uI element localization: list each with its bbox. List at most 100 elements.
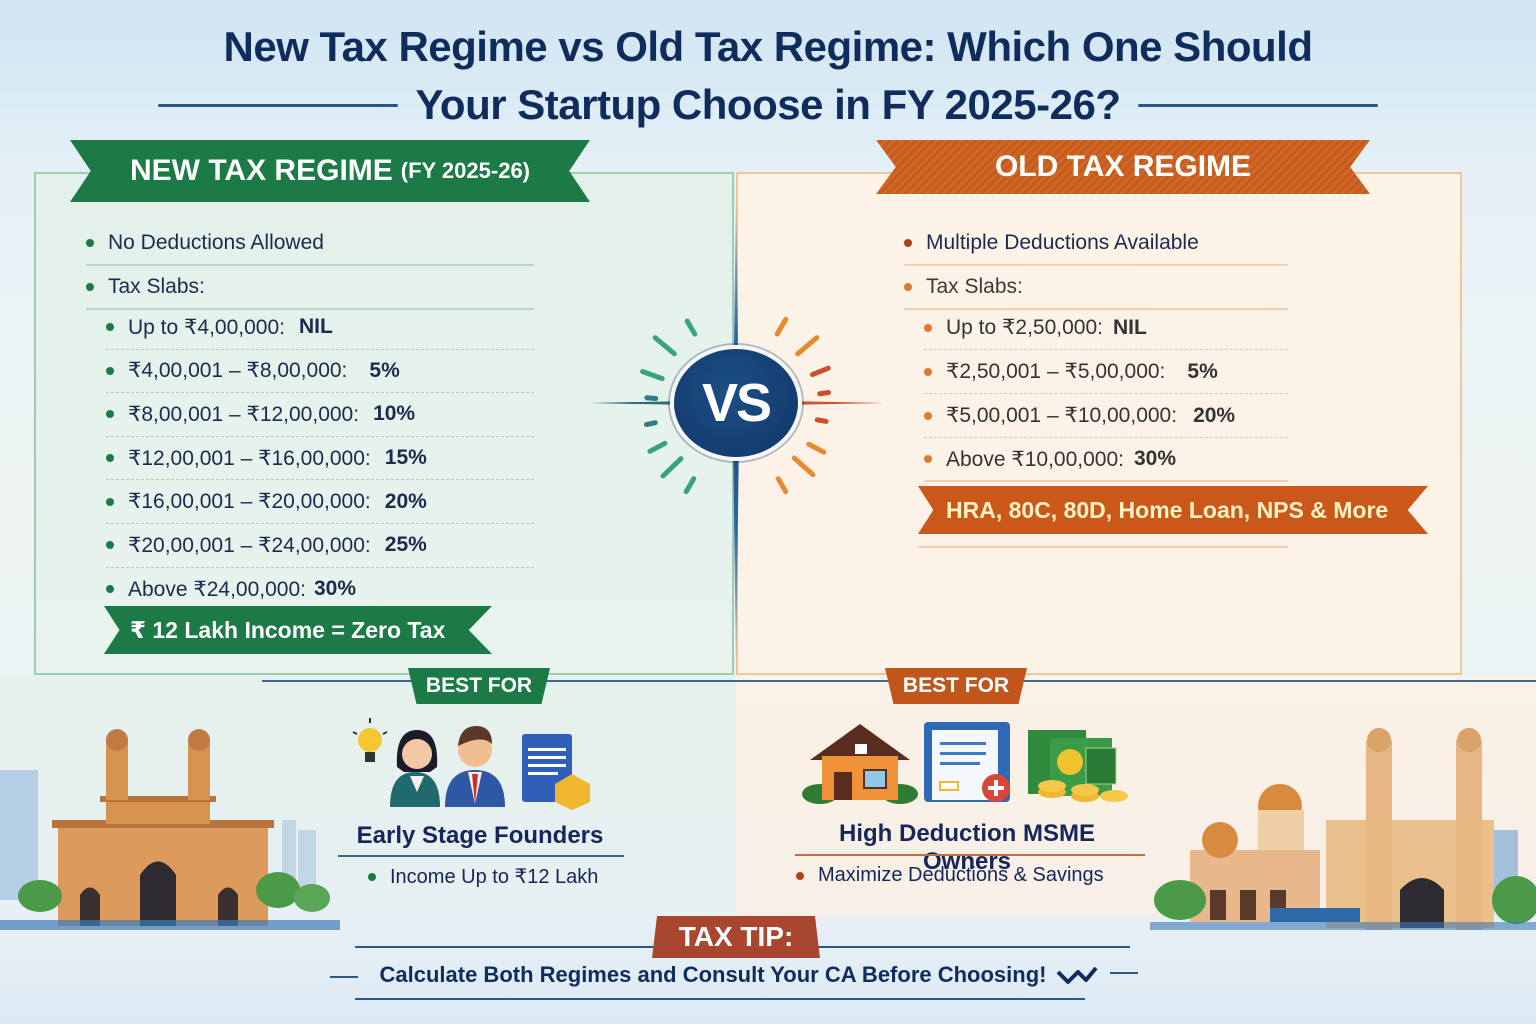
deductions-illustration — [802, 722, 1128, 804]
best-for-new-title: Early Stage Founders — [356, 822, 604, 849]
bullet-icon — [924, 411, 932, 420]
best-for-rule-right — [736, 680, 1536, 682]
slab-row: Above ₹24,00,000: 30% — [106, 568, 534, 612]
bullet-icon — [106, 323, 114, 332]
zero-tax-ribbon: ₹ 12 Lakh Income = Zero Tax — [104, 606, 492, 654]
slab-range: ₹16,00,001 – ₹20,00,000: — [128, 490, 371, 514]
list-item: No Deductions Allowed — [86, 222, 534, 266]
title-rule-right — [1138, 103, 1379, 107]
bullet-icon — [106, 585, 114, 594]
tip-dash-right — [1110, 972, 1138, 974]
bullet-icon — [924, 323, 932, 332]
divider — [918, 546, 1288, 548]
slab-rate: 30% — [1134, 447, 1177, 470]
slab-rate: 20% — [1193, 403, 1236, 427]
slab-rate: 20% — [384, 489, 427, 513]
bullet-icon — [796, 871, 804, 880]
slab-rate: 30% — [314, 577, 357, 601]
charminar-monument — [1326, 728, 1494, 930]
palace-dome-building — [1190, 784, 1320, 922]
list-item: Tax Slabs: — [904, 266, 1288, 310]
bullet-icon — [904, 283, 912, 291]
slab-range: Up to ₹4,00,000: — [128, 315, 285, 339]
bullet-icon — [86, 239, 94, 247]
bullet-icon — [904, 239, 912, 247]
slab-row: Up to ₹4,00,000: NIL — [106, 306, 534, 350]
slab-row: Above ₹10,00,000: 30% — [924, 438, 1288, 482]
new-regime-slabs: Up to ₹4,00,000: NIL ₹4,00,001 – ₹8,00,00… — [106, 306, 534, 611]
slab-row: Up to ₹2,50,000: NIL — [924, 306, 1288, 350]
house-icon — [802, 724, 918, 804]
cash-and-coins-icon — [1028, 730, 1128, 802]
best-for-new-badge: BEST FOR — [408, 668, 550, 704]
slab-rate: 5% — [1187, 359, 1218, 383]
bullet-icon — [106, 497, 114, 506]
slab-range: Above ₹10,00,000: — [946, 447, 1124, 471]
bullet-icon — [106, 410, 114, 419]
charminar-illustration — [1150, 728, 1536, 930]
best-for-old-badge: BEST FOR — [885, 668, 1027, 704]
tax-tip-text: Calculate Both Regimes and Consult Your … — [330, 962, 1150, 988]
gold-box-icon — [555, 774, 590, 810]
new-regime-title: NEW TAX REGIME — [130, 154, 393, 187]
divider — [338, 855, 624, 857]
slab-row: ₹5,00,001 – ₹10,00,000: 20% — [924, 394, 1288, 438]
male-founder-icon — [445, 726, 505, 807]
slab-range: ₹12,00,001 – ₹16,00,000: — [128, 446, 371, 470]
slab-rate: NIL — [298, 315, 333, 339]
slab-range: ₹4,00,001 – ₹8,00,000: — [128, 359, 348, 383]
slab-row: ₹20,00,001 – ₹24,00,000: 25% — [106, 524, 534, 568]
lightbulb-icon — [352, 718, 388, 762]
bullet-icon — [924, 455, 932, 463]
tip-rule-bottom — [355, 998, 1085, 1000]
best-for-old-title: High Deduction MSME Owners — [839, 820, 1095, 875]
list-item: Tax Slabs: — [86, 266, 534, 310]
bullet-icon — [924, 367, 932, 376]
checkmark-trend-icon — [1057, 966, 1099, 984]
title-rule-left — [157, 103, 398, 107]
medical-document-icon — [924, 722, 1010, 802]
old-regime-banner: OLD TAX REGIME — [876, 140, 1370, 194]
old-regime-points: Multiple Deductions Available Tax Slabs: — [904, 222, 1288, 310]
slab-row: ₹12,00,001 – ₹16,00,000: 15% — [106, 437, 534, 481]
bullet-icon — [106, 454, 114, 463]
gateway-of-india-illustration — [0, 729, 340, 930]
title-line-1: New Tax Regime vs Old Tax Regime: Which … — [223, 23, 1313, 70]
old-regime-panel — [736, 172, 1462, 675]
vs-badge: VS — [670, 345, 802, 461]
old-regime-slabs: Up to ₹2,50,000: NIL ₹2,50,001 – ₹5,00,00… — [924, 306, 1288, 482]
best-for-new-detail: Income Up to ₹12 Lakh — [368, 864, 598, 889]
slab-range: Up to ₹2,50,000: — [946, 316, 1103, 339]
slab-row: ₹8,00,001 – ₹12,00,000: 10% — [106, 393, 534, 437]
slab-range: ₹2,50,001 – ₹5,00,000: — [946, 360, 1166, 383]
bullet-icon — [86, 283, 94, 291]
list-item: Multiple Deductions Available — [904, 222, 1288, 266]
deductions-ribbon: HRA, 80C, 80D, Home Loan, NPS & More — [918, 486, 1428, 534]
boat-icon — [1270, 908, 1360, 922]
title-line-2: Your Startup Choose in FY 2025-26? — [415, 81, 1121, 128]
slab-range: ₹8,00,001 – ₹12,00,000: — [128, 402, 360, 426]
slab-range: ₹5,00,001 – ₹10,00,000: — [946, 404, 1178, 427]
page-title: New Tax Regime vs Old Tax Regime: Which … — [0, 18, 1536, 134]
slab-rate: 15% — [384, 446, 427, 470]
slab-rate: 5% — [369, 358, 400, 382]
bullet-icon — [106, 541, 114, 550]
slab-row: ₹2,50,001 – ₹5,00,000: 5% — [924, 350, 1288, 394]
best-for-old-detail: Maximize Deductions & Savings — [796, 864, 1104, 887]
old-regime-title: OLD TAX REGIME — [994, 150, 1252, 183]
female-founder-icon — [390, 730, 440, 807]
divider — [795, 854, 1145, 856]
slab-rate: NIL — [1112, 315, 1147, 339]
gateway-monument — [52, 729, 274, 926]
tip-dash-left — [330, 976, 358, 978]
slab-row: ₹16,00,001 – ₹20,00,000: 20% — [106, 480, 534, 524]
founders-illustration — [352, 718, 590, 810]
new-regime-fy: (FY 2025-26) — [400, 158, 530, 183]
slab-rate: 25% — [384, 533, 427, 557]
new-regime-points: No Deductions Allowed Tax Slabs: — [86, 222, 534, 310]
tax-tip-badge: TAX TIP: — [652, 916, 820, 958]
slab-range: ₹20,00,001 – ₹24,00,000: — [128, 533, 371, 557]
slab-row: ₹4,00,001 – ₹8,00,000: 5% — [106, 350, 534, 394]
slab-rate: 10% — [373, 402, 416, 426]
bullet-icon — [368, 872, 376, 881]
